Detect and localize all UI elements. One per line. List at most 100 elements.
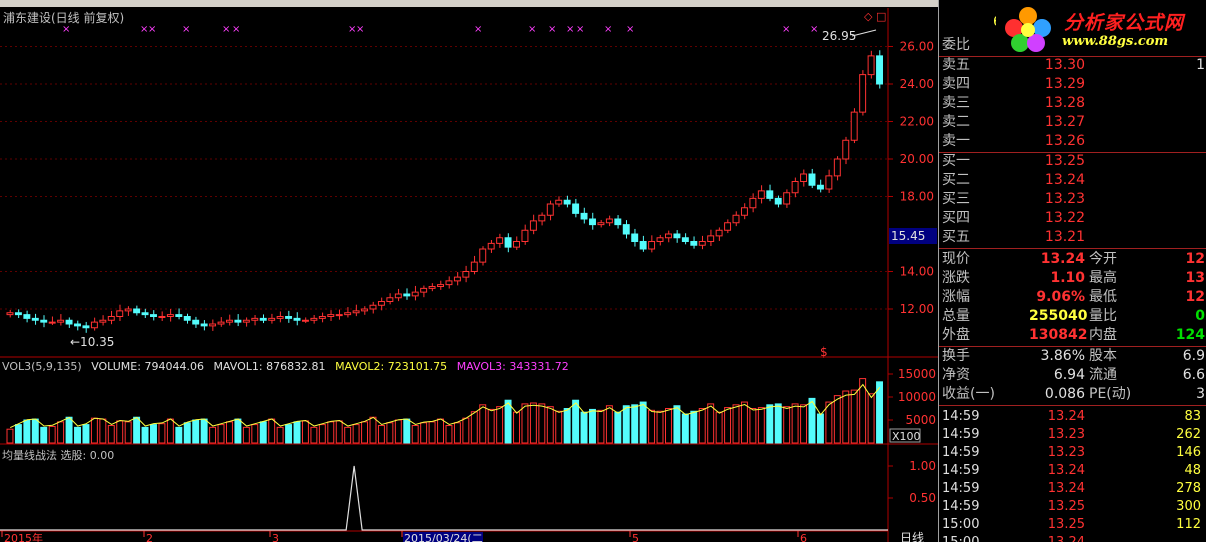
candle-body — [453, 276, 461, 282]
volume-bar — [209, 426, 217, 444]
quote-label-2: 最高 — [1089, 270, 1117, 286]
volume-bar — [546, 406, 554, 444]
candle-body — [698, 241, 706, 246]
candle-body — [479, 248, 487, 263]
tick-row: 14:59 13.24 278 — [939, 480, 1206, 498]
candle-body — [563, 199, 571, 205]
square-icon[interactable]: □ — [876, 10, 886, 23]
sell-level-label: 卖五 — [942, 57, 970, 73]
mavol-line — [10, 383, 881, 429]
mavol2-value: MAVOL2: 723101.75 — [335, 360, 448, 373]
candle-body — [529, 220, 537, 231]
candle-body — [369, 304, 377, 310]
tick-row: 15:00 13.24 — [939, 534, 1206, 542]
tick-time: 14:59 — [942, 427, 980, 442]
volume-bar — [757, 407, 765, 444]
x-marker-icon: × — [782, 24, 790, 35]
volume-bar — [791, 403, 799, 444]
candle-body — [521, 229, 529, 242]
tick-row: 14:59 13.24 83 — [939, 408, 1206, 426]
finance-value-2: 6.9 — [1182, 348, 1205, 364]
buy-level-price: 13.23 — [1044, 191, 1085, 207]
candle-body — [403, 293, 411, 297]
candle-body — [301, 319, 309, 322]
volume-bar — [99, 418, 107, 444]
volume-bar — [833, 395, 841, 444]
volume-bar — [23, 419, 31, 444]
x-marker-icon: × — [182, 24, 190, 35]
quote-label: 涨跌 — [942, 270, 970, 286]
x-marker-icon: × — [232, 24, 240, 35]
candle-body — [740, 207, 748, 216]
quote-value-2: 13 — [1185, 270, 1205, 286]
candle-body — [90, 321, 98, 329]
tick-time: 14:59 — [942, 481, 980, 496]
candle-body — [318, 316, 326, 319]
finance-value-2: 6.6 — [1182, 367, 1205, 383]
period-button[interactable]: 日线 — [900, 531, 924, 542]
volume-bar — [437, 418, 444, 444]
volume-bar — [40, 426, 48, 444]
buy-level: 买五 13.21 — [939, 228, 1206, 247]
candle-body — [800, 173, 808, 182]
candle-body — [344, 312, 352, 316]
quote-value-2: 12 — [1185, 289, 1205, 305]
candle-body — [234, 319, 242, 323]
quote-row: 现价 13.24 今开 12 — [939, 250, 1206, 269]
x-marker-icon: × — [140, 24, 148, 35]
tick-row: 14:59 13.24 48 — [939, 462, 1206, 480]
sell-level-price: 13.30 — [1044, 57, 1085, 73]
volume-bar — [411, 425, 419, 444]
candle-body — [251, 317, 259, 321]
finance-row: 收益(一) 0.086 PE(动) 3 — [939, 385, 1206, 404]
date-label: 5 — [632, 532, 639, 542]
price-axis-label: 20.00 — [900, 152, 934, 166]
volume-bar — [175, 426, 183, 444]
candle-body — [65, 319, 73, 325]
candle-body — [462, 271, 470, 278]
top-menu-bar[interactable] — [0, 0, 938, 7]
quote-value: 255040 — [1029, 308, 1088, 324]
volume-bar — [513, 411, 520, 444]
date-label: 2 — [146, 532, 153, 542]
weibi-row: 委比 — [939, 36, 1206, 55]
candle-body — [183, 316, 191, 321]
volume-bar — [166, 418, 174, 444]
candle-body — [791, 181, 799, 194]
volume-bar — [690, 410, 698, 444]
volume-bar — [740, 401, 748, 444]
candle-body — [226, 319, 233, 323]
volume-bar — [242, 426, 250, 444]
candle-body — [175, 314, 183, 317]
candle-body — [276, 316, 284, 319]
tick-time: 15:00 — [942, 534, 979, 542]
buy-level-price: 13.25 — [1044, 153, 1085, 169]
kline-chart[interactable]: 26.00 24.00 22.00 20.00 18.00 14.00 12.00 × × × × ×… — [0, 0, 938, 542]
candle-body — [107, 316, 115, 321]
divider — [939, 248, 1206, 249]
volume-bar — [555, 410, 563, 444]
quote-label-2: 内盘 — [1089, 327, 1117, 343]
candle-body — [648, 241, 656, 250]
diamond-icon[interactable]: ◇ — [864, 10, 873, 23]
price-axis-label: 22.00 — [900, 115, 934, 129]
candle-body — [825, 175, 833, 190]
candle-body — [876, 55, 883, 85]
volume-bar — [732, 404, 740, 444]
candle-body — [673, 233, 681, 239]
sell-level: 卖四 13.29 — [939, 75, 1206, 94]
volume-bar — [445, 425, 453, 444]
candle-body — [386, 297, 394, 302]
finance-label-2: 流通 — [1089, 367, 1117, 383]
low-price-label: ←10.35 — [70, 335, 114, 349]
candle-body — [133, 308, 141, 314]
candle-body — [470, 261, 478, 272]
volume-bar — [521, 403, 529, 444]
candle-body — [48, 321, 56, 324]
finance-label: 净资 — [942, 367, 970, 383]
x-marker-icon: × — [566, 24, 574, 35]
candle-body — [850, 111, 858, 141]
candle-body — [293, 317, 301, 321]
volume-bar — [107, 425, 115, 444]
